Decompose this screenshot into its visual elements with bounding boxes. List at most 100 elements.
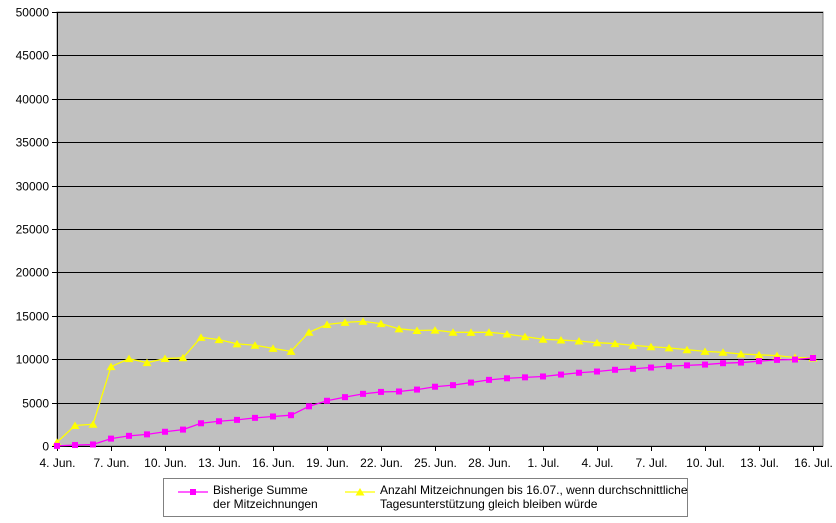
data-point-bisherige-summe [54,442,60,449]
legend-marker-square-icon [178,489,208,495]
data-point-prognose [286,347,296,355]
data-point-prognose [376,319,386,328]
data-point-bisherige-summe [252,414,258,421]
data-point-bisherige-summe [378,388,384,395]
legend-item-bisherige-summe: Bisherige Summe der Mitzeichnungen [178,483,318,511]
data-point-prognose [664,343,674,352]
legend-marker-triangle-icon [345,488,375,496]
data-point-prognose [520,332,530,341]
data-point-bisherige-summe [288,412,294,419]
data-point-prognose [304,328,314,336]
data-point-bisherige-summe [144,431,150,438]
data-point-prognose [466,328,476,336]
y-axis-label: 0 [42,440,49,454]
x-axis-label: 4. Jul. [581,456,613,470]
data-point-prognose [646,342,656,351]
x-axis-label: 7. Jul. [635,456,667,470]
data-point-prognose [502,330,512,338]
data-point-bisherige-summe [414,386,420,393]
data-point-bisherige-summe [522,374,528,381]
data-point-bisherige-summe [324,397,330,404]
data-point-prognose [232,339,242,348]
data-point-prognose [700,347,710,355]
data-point-prognose [340,318,350,326]
data-point-bisherige-summe [756,358,762,365]
data-point-bisherige-summe [774,356,780,363]
data-point-prognose [610,339,620,348]
data-point-prognose [124,354,134,363]
data-point-bisherige-summe [504,375,510,382]
chart-canvas: 0 5000 10000 15000 20000 25000 30000 35000 40000… [16,6,833,471]
x-axis-label: 13. Jun. [198,456,241,470]
data-point-prognose [682,345,692,354]
data-point-prognose [430,326,440,334]
data-point-bisherige-summe [468,379,474,386]
legend-label-series1-line1: Bisherige Summe [213,483,308,497]
data-point-prognose [106,362,116,371]
y-axis-label: 20000 [16,266,50,280]
data-point-bisherige-summe [342,394,348,401]
data-point-prognose [88,420,98,428]
data-point-bisherige-summe [666,363,672,370]
data-point-bisherige-summe [234,416,240,423]
legend: Bisherige Summe der Mitzeichnungen Anzah… [163,478,688,517]
data-point-bisherige-summe [198,420,204,427]
data-point-bisherige-summe [810,354,816,361]
data-point-bisherige-summe [162,428,168,435]
data-point-bisherige-summe [90,441,96,448]
data-point-prognose [214,335,224,344]
data-point-prognose [394,324,404,333]
data-point-bisherige-summe [180,426,186,433]
data-point-prognose [250,341,260,349]
y-axis-label: 10000 [16,353,50,367]
x-axis-label: 10. Jun. [144,456,187,470]
data-point-prognose [160,354,170,363]
x-axis-label: 4. Jun. [39,456,75,470]
data-point-bisherige-summe [558,371,564,378]
legend-label-series1-line2: der Mitzeichnungen [213,497,318,511]
legend-label-series2-line1: Anzahl Mitzeichnungen bis 16.07., wenn d… [380,483,688,497]
data-point-prognose [268,344,278,352]
x-axis-label: 16. Jul. [794,456,833,470]
x-axis-label: 10. Jul. [686,456,725,470]
legend-label-series2-line2: Tagesunterstützung gleich bleiben würde [380,497,598,511]
x-axis-label: 22. Jun. [360,456,403,470]
data-point-bisherige-summe [216,418,222,425]
y-axis-label: 5000 [22,397,49,411]
data-point-prognose [412,326,422,334]
x-axis-label: 28. Jun. [468,456,511,470]
data-point-bisherige-summe [576,369,582,376]
data-point-bisherige-summe [702,361,708,368]
data-point-prognose [70,421,80,429]
data-point-bisherige-summe [792,356,798,363]
x-axis-label: 13. Jul. [740,456,779,470]
data-point-bisherige-summe [684,362,690,369]
data-point-bisherige-summe [306,403,312,410]
x-axis-label: 7. Jun. [93,456,129,470]
data-point-bisherige-summe [270,413,276,420]
y-axis-label: 40000 [16,93,50,107]
data-point-bisherige-summe [594,368,600,375]
data-point-bisherige-summe [396,388,402,395]
data-point-prognose [196,333,206,341]
data-point-prognose [592,338,602,347]
data-point-prognose [754,350,764,359]
data-point-bisherige-summe [720,360,726,367]
data-point-bisherige-summe [738,359,744,366]
data-point-prognose [718,348,728,356]
x-axis-label: 16. Jun. [252,456,295,470]
data-point-prognose [448,328,458,336]
x-axis-label: 25. Jun. [414,456,457,470]
y-axis-label: 30000 [16,180,50,194]
legend-label-series1: Bisherige Summe der Mitzeichnungen [213,483,318,511]
data-point-bisherige-summe [108,435,114,442]
data-point-bisherige-summe [630,365,636,372]
data-point-prognose [484,328,494,336]
data-point-bisherige-summe [612,366,618,373]
data-point-bisherige-summe [360,390,366,397]
x-axis-label: 19. Jun. [306,456,349,470]
y-axis-label: 25000 [16,223,50,237]
y-axis-label: 15000 [16,310,50,324]
data-point-bisherige-summe [540,373,546,380]
data-point-prognose [538,335,548,343]
